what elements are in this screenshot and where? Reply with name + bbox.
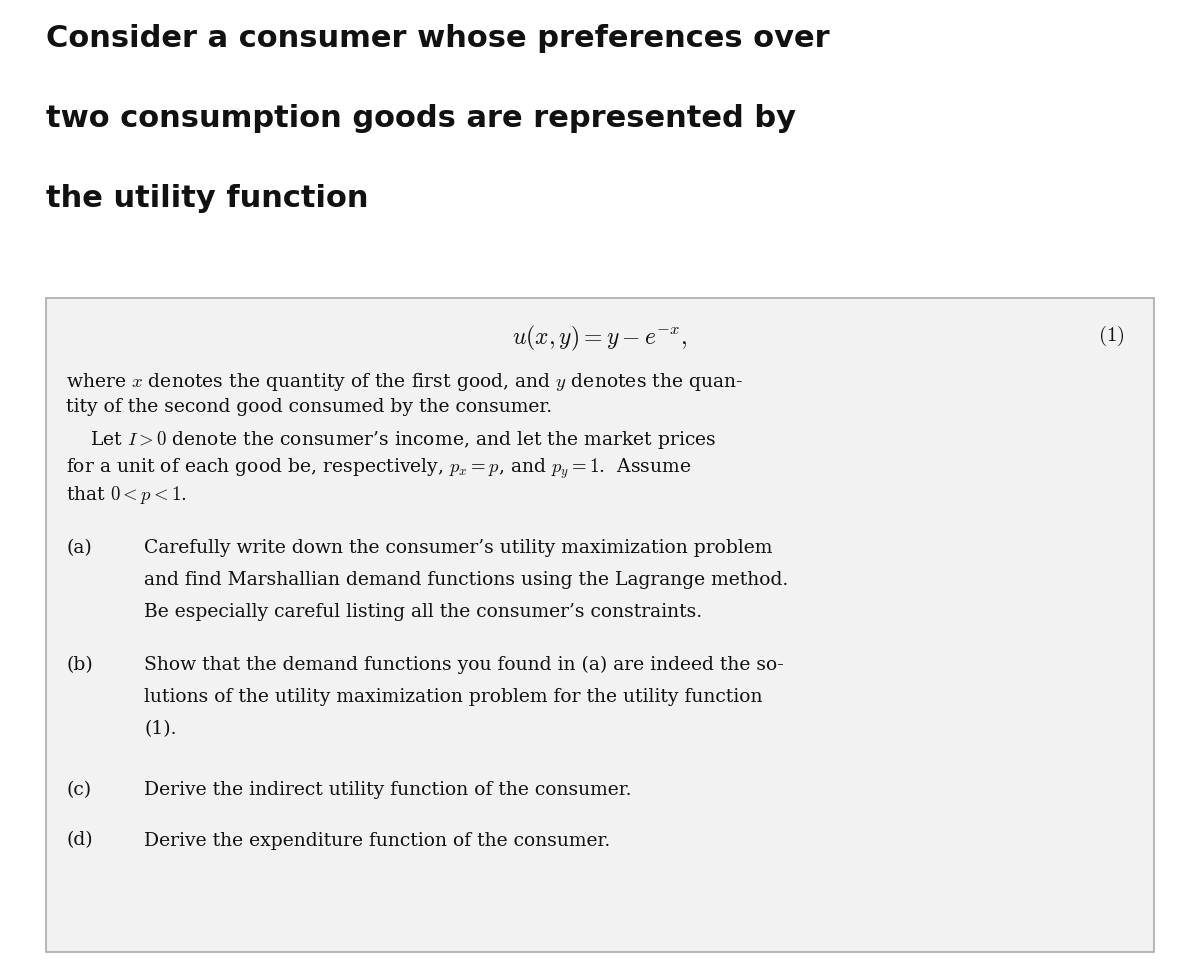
Text: Show that the demand functions you found in (a) are indeed the so-: Show that the demand functions you found… <box>144 656 784 674</box>
Text: that $0 < p < 1$.: that $0 < p < 1$. <box>66 484 187 507</box>
Text: where $x$ denotes the quantity of the first good, and $y$ denotes the quan-: where $x$ denotes the quantity of the fi… <box>66 371 743 393</box>
Text: (a): (a) <box>66 539 91 556</box>
Text: lutions of the utility maximization problem for the utility function: lutions of the utility maximization prob… <box>144 688 762 706</box>
Text: (d): (d) <box>66 832 92 849</box>
Text: (b): (b) <box>66 656 92 673</box>
Text: the utility function: the utility function <box>46 184 368 214</box>
Text: Carefully write down the consumer’s utility maximization problem: Carefully write down the consumer’s util… <box>144 539 773 556</box>
Text: Derive the indirect utility function of the consumer.: Derive the indirect utility function of … <box>144 781 631 798</box>
Text: two consumption goods are represented by: two consumption goods are represented by <box>46 104 796 134</box>
Text: Derive the expenditure function of the consumer.: Derive the expenditure function of the c… <box>144 832 611 849</box>
FancyBboxPatch shape <box>46 298 1154 952</box>
Text: (c): (c) <box>66 781 91 798</box>
Text: for a unit of each good be, respectively, $p_x = p$, and $p_y = 1$.  Assume: for a unit of each good be, respectively… <box>66 457 691 481</box>
Text: Consider a consumer whose preferences over: Consider a consumer whose preferences ov… <box>46 24 829 54</box>
Text: and find Marshallian demand functions using the Lagrange method.: and find Marshallian demand functions us… <box>144 571 788 589</box>
Text: Let $I > 0$ denote the consumer’s income, and let the market prices: Let $I > 0$ denote the consumer’s income… <box>90 429 716 452</box>
Text: Be especially careful listing all the consumer’s constraints.: Be especially careful listing all the co… <box>144 603 702 621</box>
Text: $(1)$: $(1)$ <box>1098 324 1124 348</box>
Text: tity of the second good consumed by the consumer.: tity of the second good consumed by the … <box>66 398 552 416</box>
Text: (1).: (1). <box>144 720 176 738</box>
Text: $u(x, y) = y - e^{-x},$: $u(x, y) = y - e^{-x},$ <box>512 324 688 353</box>
